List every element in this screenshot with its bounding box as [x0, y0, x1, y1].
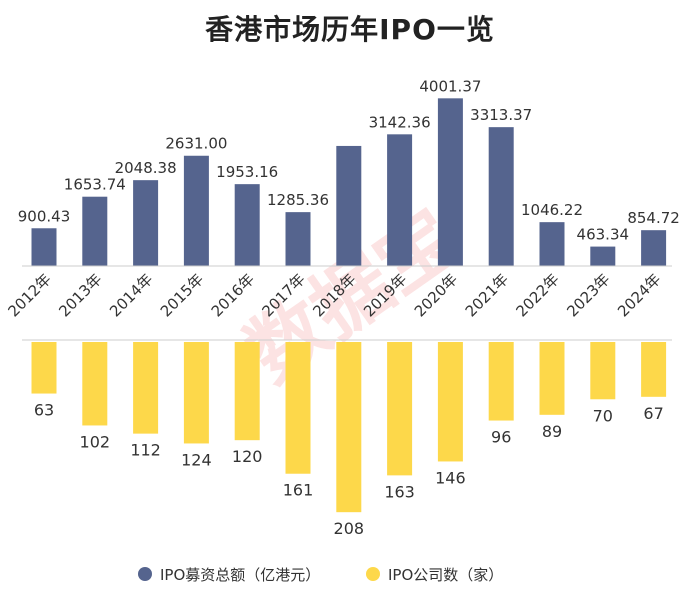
- label-amount-11: 463.34: [577, 226, 630, 244]
- label-amount-0: 900.43: [18, 207, 71, 225]
- bar-count-11: [590, 342, 616, 400]
- bar-count-2: [133, 342, 159, 434]
- label-count-9: 96: [491, 428, 511, 447]
- label-amount-2: 2048.38: [115, 159, 177, 177]
- legend-amount-dot: [138, 567, 152, 581]
- tick-label-12: 2024年: [614, 270, 664, 320]
- bar-count-6: [336, 342, 362, 513]
- legend-amount-label: IPO募资总额（亿港元）: [160, 565, 321, 584]
- bar-count-8: [437, 342, 463, 462]
- bar-amount-8: [437, 98, 463, 266]
- bar-amount-11: [590, 246, 616, 266]
- label-amount-1: 1653.74: [64, 176, 126, 194]
- bar-amount-5: [285, 212, 311, 266]
- legend-count-label: IPO公司数（家）: [388, 565, 504, 584]
- bar-amount-12: [641, 230, 667, 266]
- bar-count-5: [285, 342, 311, 474]
- legend-count: IPO公司数（家）: [366, 562, 503, 586]
- label-amount-3: 2631.00: [165, 135, 227, 153]
- bar-amount-6: [336, 145, 362, 266]
- label-count-0: 63: [34, 401, 54, 420]
- legend-count-dot: [366, 567, 380, 581]
- label-count-5: 161: [283, 481, 314, 500]
- bar-count-9: [488, 342, 514, 421]
- label-count-11: 70: [593, 406, 613, 425]
- label-count-4: 120: [232, 447, 263, 466]
- bar-count-7: [387, 342, 413, 476]
- tick-label-3: 2015年: [157, 270, 207, 320]
- legend-amount: IPO募资总额（亿港元）: [138, 562, 320, 586]
- bar-amount-3: [183, 155, 209, 266]
- bar-amount-2: [133, 180, 159, 266]
- label-amount-10: 1046.22: [521, 201, 583, 219]
- bar-count-12: [641, 342, 667, 397]
- label-amount-8: 4001.37: [419, 77, 481, 95]
- label-amount-7: 3142.36: [369, 113, 431, 131]
- bar-count-3: [183, 342, 209, 444]
- tick-label-10: 2022年: [512, 270, 562, 320]
- label-count-8: 146: [435, 468, 466, 487]
- tick-label-11: 2023年: [563, 270, 613, 320]
- label-count-1: 102: [80, 432, 111, 451]
- tick-label-2: 2014年: [106, 270, 156, 320]
- label-amount-5: 1285.36: [267, 191, 329, 209]
- bar-amount-0: [31, 228, 57, 266]
- bar-count-4: [234, 342, 260, 441]
- label-amount-9: 3313.37: [470, 106, 532, 124]
- bar-count-10: [539, 342, 565, 415]
- bar-amount-7: [387, 134, 413, 266]
- bar-amount-4: [234, 184, 260, 266]
- bar-amount-9: [488, 127, 514, 266]
- label-count-2: 112: [130, 441, 161, 460]
- bar-count-1: [82, 342, 108, 426]
- bar-count-0: [31, 342, 57, 394]
- label-amount-12: 854.72: [627, 209, 680, 227]
- label-count-10: 89: [542, 422, 562, 441]
- label-amount-4: 1953.16: [216, 163, 278, 181]
- label-count-6: 208: [334, 519, 365, 538]
- bar-amount-1: [82, 196, 108, 266]
- label-count-3: 124: [181, 450, 212, 469]
- label-count-12: 67: [643, 404, 663, 423]
- tick-label-9: 2021年: [462, 270, 512, 320]
- tick-label-0: 2012年: [4, 270, 54, 320]
- chart-title: 香港市场历年IPO一览: [205, 13, 495, 46]
- label-count-7: 163: [384, 482, 415, 501]
- tick-label-1: 2013年: [55, 270, 105, 320]
- bar-amount-10: [539, 222, 565, 266]
